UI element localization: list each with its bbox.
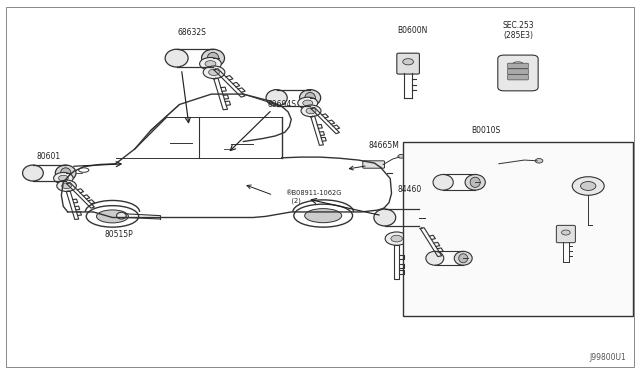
- FancyBboxPatch shape: [397, 53, 419, 74]
- Ellipse shape: [202, 49, 225, 67]
- Ellipse shape: [266, 90, 287, 106]
- Ellipse shape: [165, 49, 188, 67]
- Circle shape: [398, 154, 404, 158]
- Text: 80601: 80601: [36, 152, 61, 161]
- Ellipse shape: [426, 251, 444, 265]
- Text: B0010S: B0010S: [472, 126, 500, 135]
- Circle shape: [391, 235, 403, 242]
- Circle shape: [408, 217, 429, 228]
- Ellipse shape: [86, 206, 139, 227]
- Ellipse shape: [454, 251, 472, 265]
- Circle shape: [54, 173, 73, 184]
- Ellipse shape: [374, 209, 396, 226]
- Circle shape: [413, 219, 424, 225]
- Circle shape: [301, 105, 321, 117]
- Ellipse shape: [55, 165, 76, 181]
- Ellipse shape: [513, 62, 523, 66]
- Ellipse shape: [305, 209, 342, 223]
- Ellipse shape: [305, 93, 316, 103]
- Text: SEC.253
(285E3): SEC.253 (285E3): [502, 20, 534, 40]
- Circle shape: [303, 100, 313, 106]
- Ellipse shape: [470, 177, 480, 187]
- Circle shape: [200, 58, 221, 70]
- Circle shape: [58, 175, 68, 181]
- FancyBboxPatch shape: [508, 63, 528, 68]
- Ellipse shape: [22, 165, 44, 181]
- FancyBboxPatch shape: [498, 55, 538, 91]
- Circle shape: [535, 158, 543, 163]
- Text: 84665M: 84665M: [369, 141, 399, 150]
- Circle shape: [203, 66, 225, 78]
- Circle shape: [205, 61, 216, 67]
- Ellipse shape: [414, 212, 425, 223]
- Ellipse shape: [433, 174, 453, 190]
- Circle shape: [57, 180, 76, 192]
- Circle shape: [61, 183, 72, 189]
- Circle shape: [385, 232, 408, 245]
- FancyBboxPatch shape: [508, 69, 528, 74]
- Circle shape: [298, 97, 317, 109]
- Ellipse shape: [97, 210, 129, 223]
- Text: ®B08911-1062G
   (2): ®B08911-1062G (2): [285, 190, 341, 204]
- Text: 84460: 84460: [397, 185, 422, 194]
- Ellipse shape: [116, 212, 126, 219]
- Ellipse shape: [465, 174, 485, 190]
- FancyBboxPatch shape: [508, 74, 528, 80]
- Circle shape: [403, 59, 413, 65]
- Text: B0600N: B0600N: [397, 26, 428, 35]
- Bar: [403, 141, 633, 316]
- Circle shape: [306, 108, 316, 114]
- Circle shape: [209, 69, 220, 76]
- Ellipse shape: [207, 52, 219, 64]
- Circle shape: [572, 177, 604, 195]
- Text: 68632S: 68632S: [178, 28, 207, 37]
- Ellipse shape: [459, 254, 468, 263]
- Text: 80515P: 80515P: [104, 230, 133, 239]
- Circle shape: [580, 182, 596, 190]
- Text: 89694S: 89694S: [267, 100, 296, 109]
- Ellipse shape: [294, 204, 353, 227]
- Text: J99800U1: J99800U1: [590, 353, 627, 362]
- FancyBboxPatch shape: [363, 161, 385, 168]
- Ellipse shape: [300, 90, 321, 106]
- Circle shape: [561, 230, 570, 235]
- Ellipse shape: [408, 209, 430, 226]
- FancyBboxPatch shape: [556, 225, 575, 243]
- Ellipse shape: [61, 168, 71, 178]
